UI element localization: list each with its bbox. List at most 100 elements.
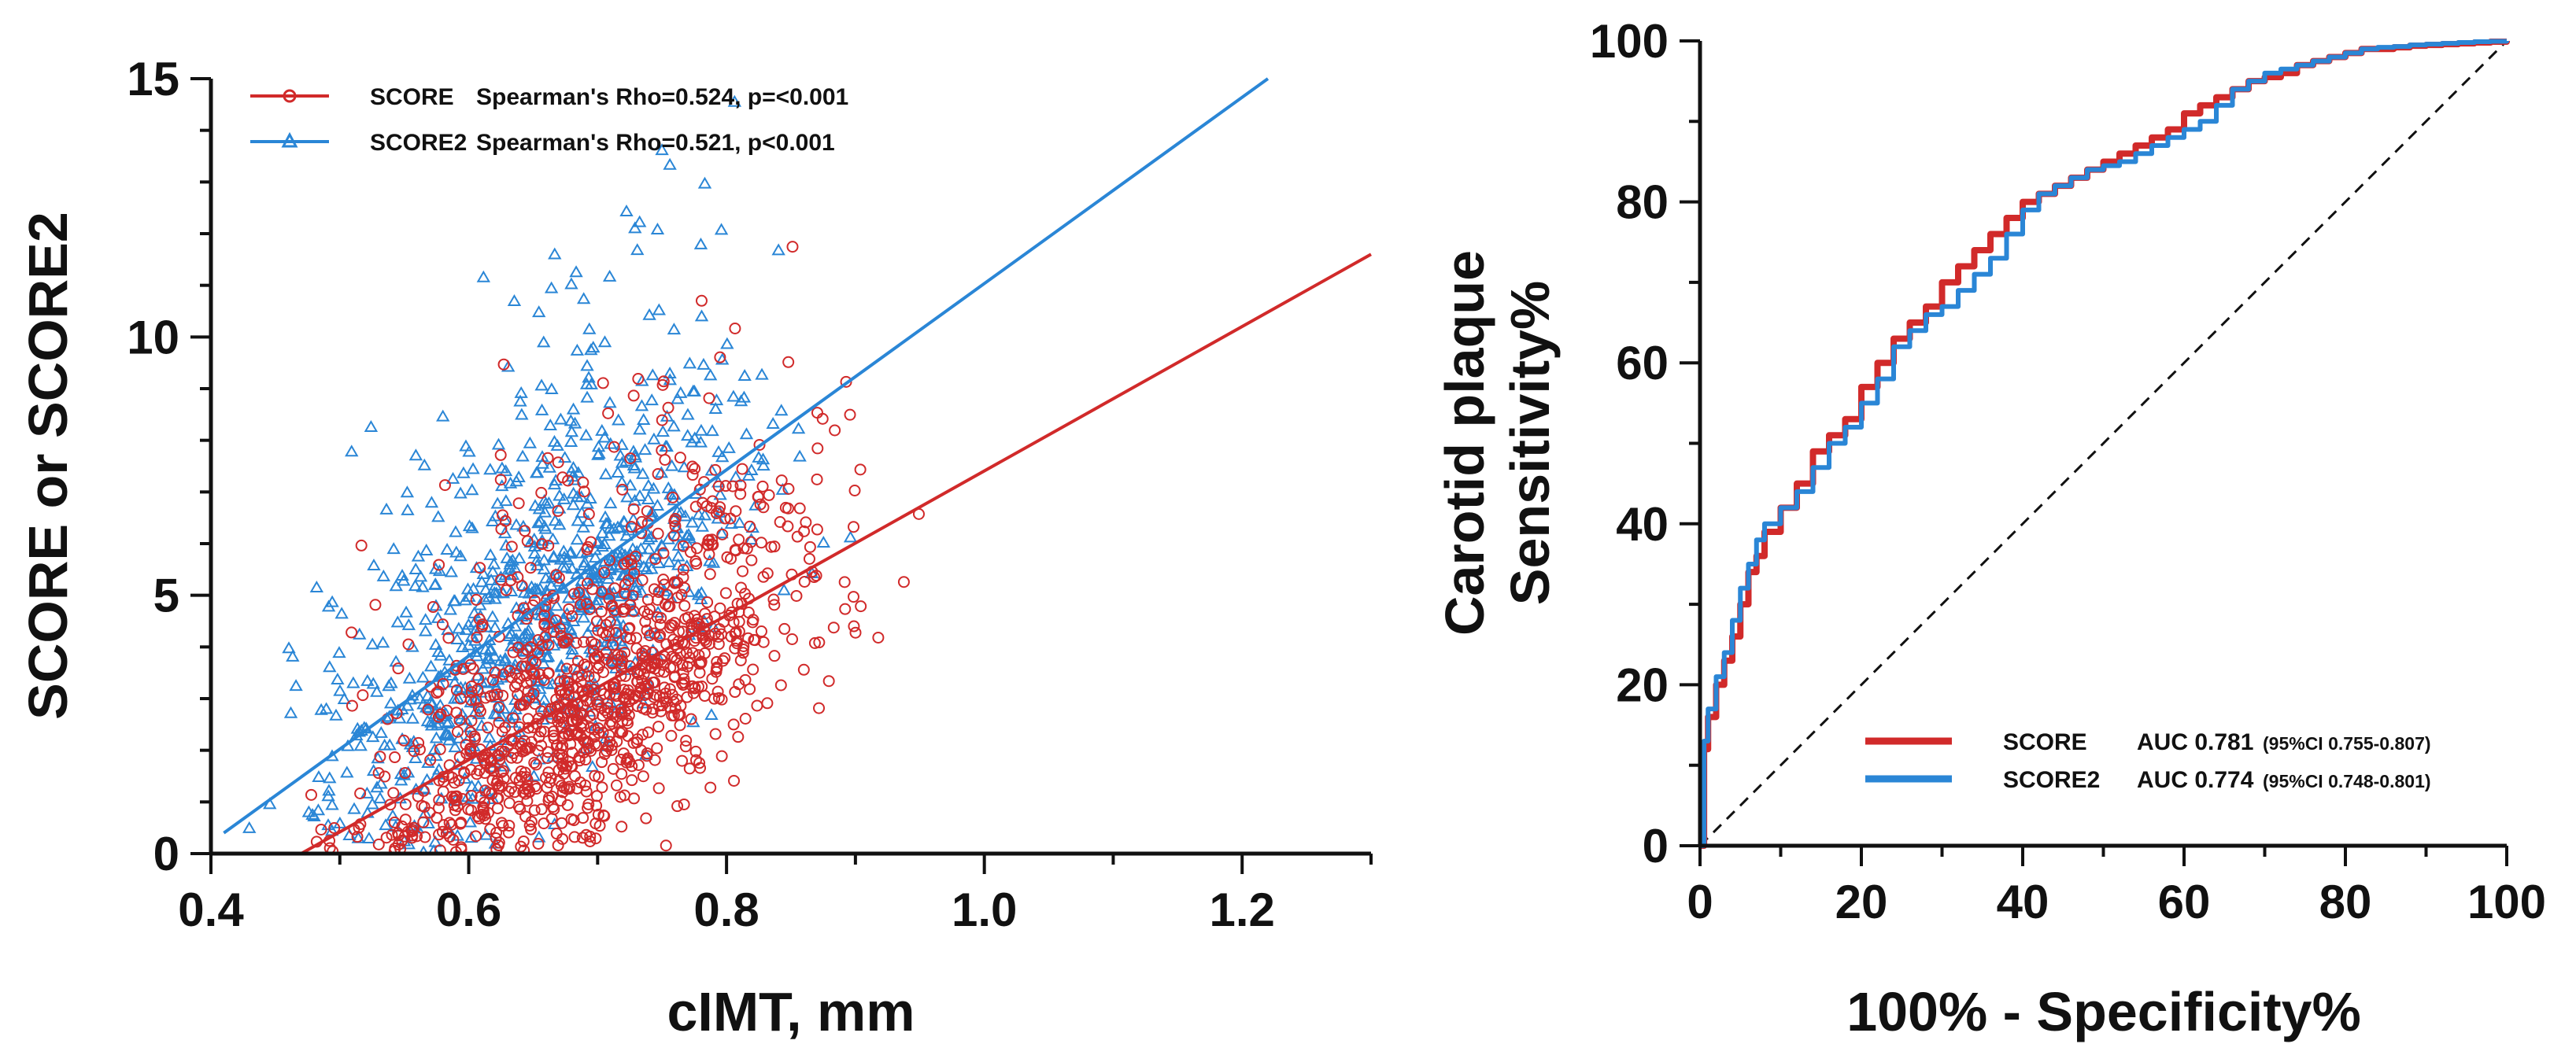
score2-point [642, 308, 656, 320]
score-point [683, 762, 696, 775]
score2-point [283, 706, 298, 718]
score-point [458, 767, 471, 780]
score-point [686, 460, 699, 473]
score2-point [816, 535, 830, 548]
score-point [449, 776, 461, 789]
score2-point [452, 622, 466, 634]
score2-point [597, 537, 612, 550]
score-point [417, 816, 430, 828]
score2-point [386, 542, 401, 555]
score2-point [525, 586, 539, 599]
score-point [438, 775, 450, 788]
score-point [651, 742, 663, 754]
score-point [713, 623, 726, 636]
score-point [522, 783, 534, 795]
score-point [658, 681, 671, 694]
score-point [728, 774, 741, 787]
score-point [464, 763, 477, 776]
score-point [433, 794, 445, 806]
roc-legend: SCORE AUC 0.781 (95%CI 0.755-0.807) SCOR… [1865, 729, 2431, 793]
score-point [755, 625, 767, 638]
score2-point [408, 579, 423, 592]
score-point [533, 731, 545, 743]
score-point [733, 615, 745, 628]
score-point [595, 605, 608, 618]
score2-point [449, 545, 464, 558]
score-point [448, 799, 460, 812]
score2-point [605, 654, 619, 666]
score2-point [766, 417, 780, 430]
score2-point [486, 610, 500, 622]
score-point [488, 689, 501, 702]
score2-point [647, 432, 661, 445]
score-point [619, 588, 631, 600]
score-point [610, 626, 623, 639]
score-point [730, 505, 742, 518]
score-point [811, 442, 824, 455]
score-point [598, 566, 611, 579]
score2-point [595, 423, 609, 436]
score-point [798, 575, 811, 588]
score2-point [312, 770, 326, 783]
roc-x-tick-label: 100 [2467, 876, 2546, 928]
score2-point [375, 636, 390, 648]
score2-point [579, 377, 594, 389]
score-point [357, 689, 369, 702]
score-point [648, 583, 660, 596]
score2-point [663, 367, 677, 378]
score2-point [523, 436, 538, 448]
score-point [744, 520, 756, 533]
score2-point [548, 514, 562, 526]
scatter-panel: 0.4 0.6 0.8 1.0 1.2 0 5 10 15 SCORE Spearman's R… [17, 53, 1373, 1042]
score-point [578, 658, 591, 671]
score-point [729, 323, 741, 335]
roc-legend-score2-auc: AUC 0.774 [2137, 767, 2254, 793]
score-point [686, 647, 699, 659]
score2-point [421, 817, 435, 829]
score2-point [565, 643, 579, 655]
score-point [747, 663, 759, 676]
score-point [607, 762, 619, 775]
score-point [767, 593, 780, 606]
score2-point [663, 157, 677, 170]
score2-point [309, 580, 324, 592]
score2-point [365, 637, 379, 650]
score-point [628, 792, 641, 805]
score2-point [544, 281, 559, 293]
score-point [470, 830, 482, 843]
score2-point [365, 797, 379, 810]
score-point [563, 783, 575, 795]
roc-curve-score2 [1700, 39, 2509, 848]
scatter-x-axis-title: cIMT, mm [667, 981, 915, 1042]
score-point [733, 678, 745, 691]
score2-point [581, 515, 595, 527]
score-point [669, 520, 682, 533]
score2-point [399, 605, 413, 618]
score2-point [428, 637, 443, 650]
score-point [579, 754, 592, 766]
score2-point [642, 626, 657, 639]
score-point [528, 804, 541, 817]
score2-point [655, 143, 669, 156]
score-point [810, 570, 822, 582]
score-point [465, 790, 478, 802]
score2-point [423, 695, 438, 708]
score-point [504, 665, 516, 677]
score2-point [383, 696, 398, 709]
score2-point [667, 419, 681, 432]
score2-point [323, 660, 337, 673]
roc-reference-diagonal [1698, 39, 2508, 847]
score-point [573, 754, 586, 767]
score2-point [771, 243, 785, 256]
score-point [813, 636, 826, 649]
score-point [442, 632, 455, 644]
score-point [512, 688, 524, 701]
score-point [640, 812, 652, 824]
score-point [497, 689, 509, 702]
score2-point [670, 504, 685, 517]
score2-point [604, 496, 618, 509]
score2-point [455, 640, 470, 652]
score-point [474, 705, 486, 717]
score2-point [722, 441, 736, 453]
score-point [678, 581, 691, 594]
